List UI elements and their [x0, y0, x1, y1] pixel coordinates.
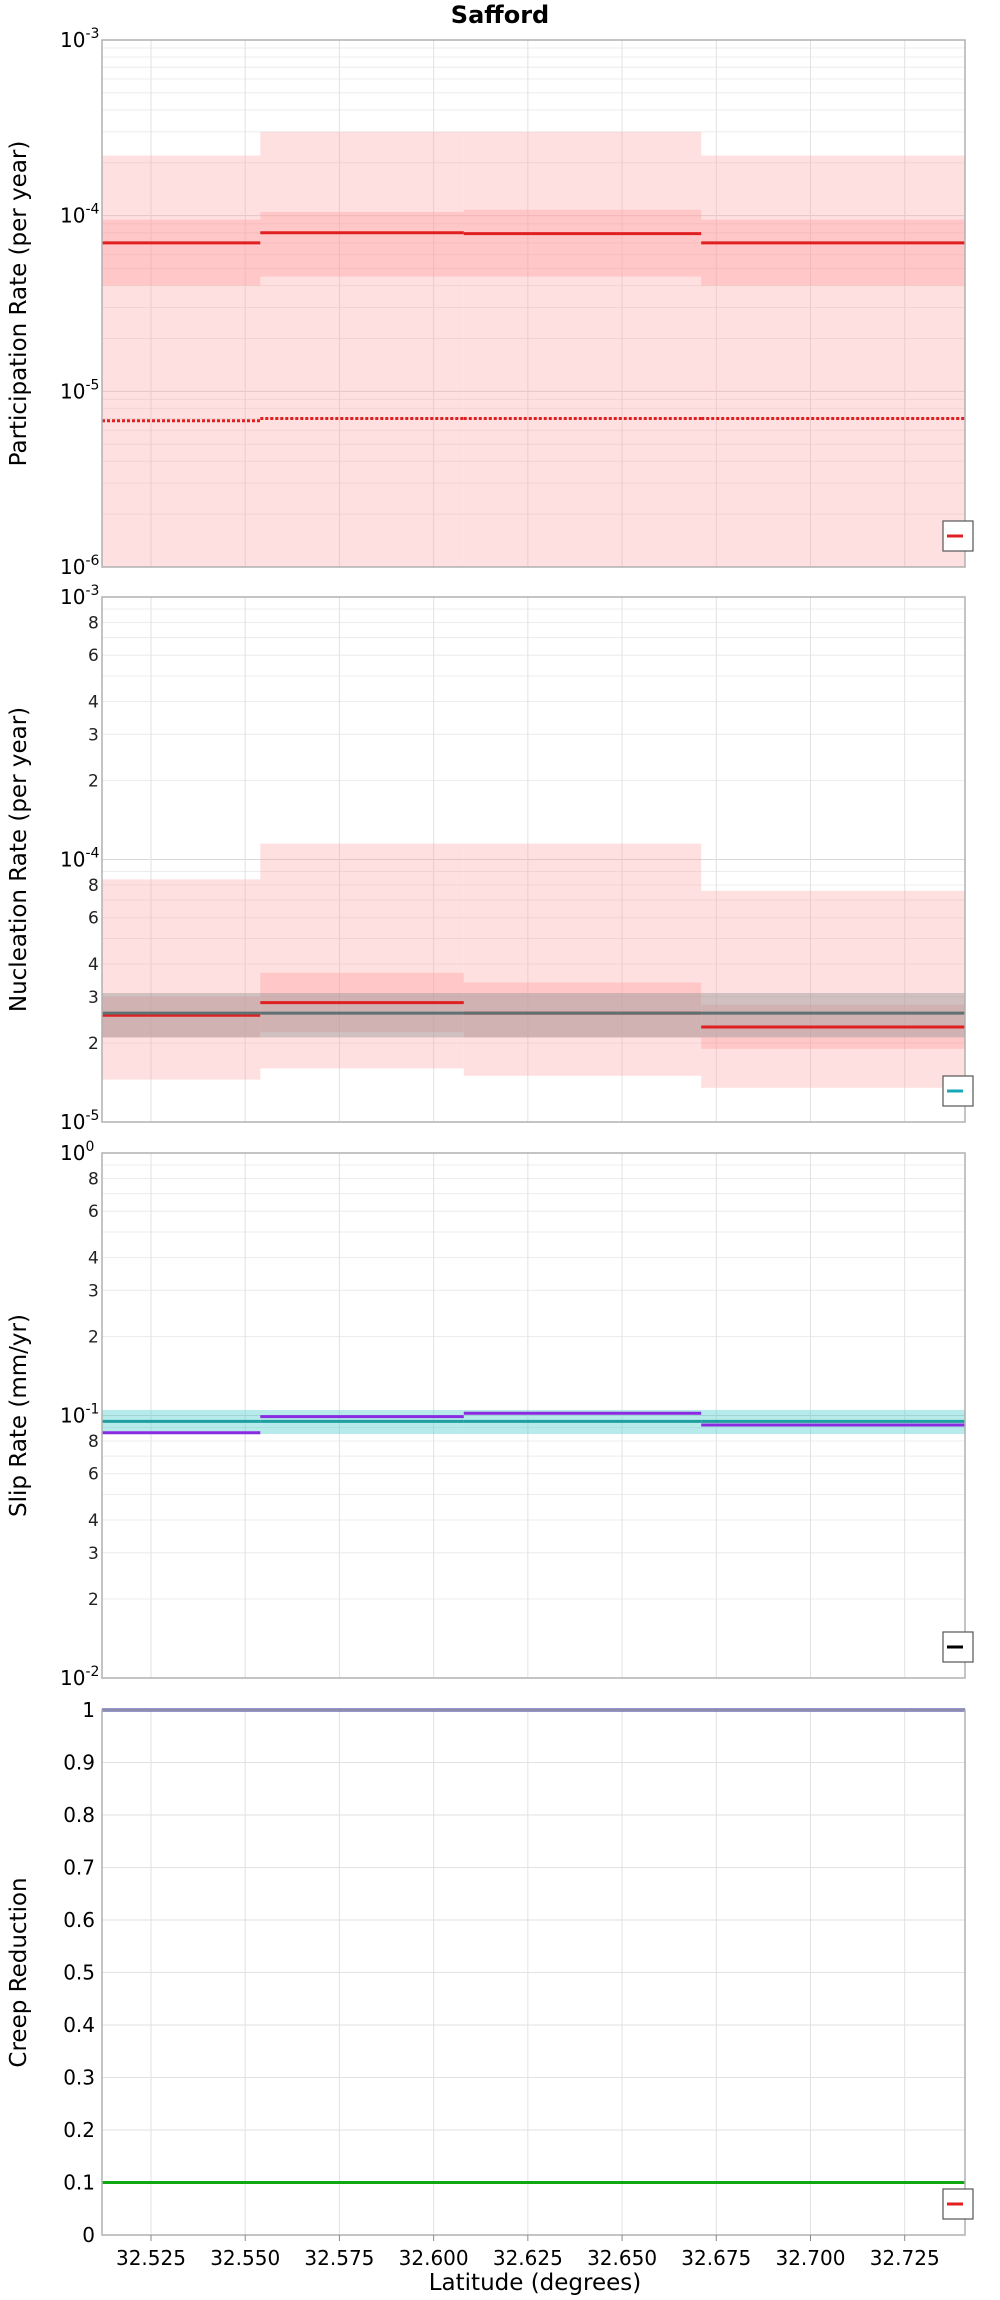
x-tick-label: 32.675 — [681, 2246, 751, 2270]
nucleation-rate-panel: 10-5 10-4 10-3 2 3 4 6 8 2 3 4 6 8 Nucleation Rate (p… — [6, 583, 974, 1134]
y-tick-label: 0.6 — [63, 1908, 95, 1932]
y-tick-label: 0.4 — [63, 2013, 95, 2037]
uncertainty-band-0 — [463, 131, 702, 568]
y-axis-label: Creep Reduction — [6, 1877, 32, 2067]
y-minor-tick-label: 8 — [88, 1432, 99, 1452]
creep-reduction-panel: 0 0.1 0.2 0.3 0.4 0.5 0.6 0.7 0.8 0.9 1 Creep Reduc… — [6, 1698, 974, 2247]
y-minor-tick-label: 6 — [88, 909, 99, 929]
y-tick-label: 100 — [60, 1139, 94, 1165]
y-tick-label: 10-3 — [60, 26, 99, 52]
x-tick-label: 32.725 — [870, 2246, 940, 2270]
y-minor-tick-label: 2 — [88, 1590, 99, 1610]
uncertainty-band-2 — [260, 993, 464, 1038]
y-tick-label: 10-4 — [60, 846, 100, 872]
uncertainty-band-0 — [260, 131, 464, 568]
y-minor-tick-label: 3 — [88, 1281, 99, 1301]
y-minor-tick-label: 2 — [88, 1034, 99, 1054]
y-minor-tick-label: 6 — [88, 1202, 99, 1222]
y-minor-tick-label: 8 — [88, 1169, 99, 1189]
y-tick-label: 0.1 — [63, 2171, 95, 2195]
y-minor-tick-label: 6 — [88, 646, 99, 666]
y-minor-tick-label: 8 — [88, 876, 99, 896]
y-minor-tick-label: 4 — [88, 1511, 99, 1531]
x-tick-label: 32.575 — [304, 2246, 374, 2270]
y-tick-label: 1 — [82, 1698, 95, 1722]
y-axis-label: Nucleation Rate (per year) — [6, 707, 32, 1012]
uncertainty-band-0 — [102, 155, 261, 568]
y-tick-label: 10-5 — [60, 1108, 99, 1134]
x-axis: 32.525 32.550 32.575 32.600 32.625 32.650 32.6… — [116, 2235, 940, 2270]
plot-frame — [101, 39, 966, 568]
y-minor-tick-label: 4 — [88, 692, 99, 712]
uncertainty-band-0 — [701, 890, 965, 1088]
y-tick-label: 0.7 — [63, 1856, 95, 1880]
plot-frame — [101, 1152, 966, 1679]
y-minor-tick-label: 4 — [88, 955, 99, 975]
x-tick-label: 32.600 — [399, 2246, 469, 2270]
x-tick-label: 32.525 — [116, 2246, 186, 2270]
y-tick-label: 10-3 — [60, 583, 99, 609]
y-tick-label: 10-6 — [60, 553, 100, 579]
x-axis-label: Latitude (degrees) — [429, 2270, 642, 2296]
y-minor-tick-label: 6 — [88, 1465, 99, 1485]
x-tick-label: 32.700 — [775, 2246, 845, 2270]
uncertainty-band-0 — [463, 843, 702, 1076]
y-tick-label: 0.2 — [63, 2118, 95, 2142]
y-axis-label: Slip Rate (mm/yr) — [6, 1314, 32, 1517]
uncertainty-band-1 — [260, 211, 464, 277]
x-tick-label: 32.625 — [493, 2246, 563, 2270]
y-minor-tick-label: 3 — [88, 1544, 99, 1564]
uncertainty-band-2 — [463, 993, 702, 1038]
y-minor-tick-label: 2 — [88, 1327, 99, 1347]
uncertainty-band-0 — [701, 155, 965, 568]
y-tick-label: 0.8 — [63, 1803, 95, 1827]
uncertainty-band-0 — [260, 843, 464, 1069]
y-minor-tick-label: 8 — [88, 613, 99, 633]
y-minor-tick-label: 3 — [88, 725, 99, 745]
y-axis-label: Participation Rate (per year) — [6, 141, 32, 467]
x-tick-label: 32.550 — [210, 2246, 280, 2270]
y-tick-label: 0.5 — [63, 1961, 95, 1985]
y-tick-label: 0.3 — [63, 2066, 95, 2090]
y-tick-label: 10-4 — [60, 202, 100, 228]
y-tick-label: 0 — [82, 2223, 95, 2247]
y-tick-label: 0.9 — [63, 1751, 95, 1775]
y-minor-tick-label: 2 — [88, 771, 99, 791]
participation-rate-panel: 10-6 10-5 10-4 10-3 Participation Rate (per … — [6, 26, 974, 579]
x-tick-label: 32.650 — [587, 2246, 657, 2270]
uncertainty-band-0 — [102, 879, 261, 1080]
uncertainty-band-1 — [102, 219, 261, 286]
uncertainty-band-1 — [463, 982, 702, 1038]
uncertainty-band-1 — [102, 996, 261, 1038]
y-minor-tick-label: 4 — [88, 1248, 99, 1268]
plot-frame — [101, 1709, 966, 2236]
uncertainty-band-1 — [463, 209, 702, 277]
plot-frame — [101, 596, 966, 1123]
plot-background — [102, 40, 965, 567]
uncertainty-band-1 — [701, 219, 965, 286]
y-minor-tick-label: 3 — [88, 988, 99, 1008]
chart-title: Safford — [451, 1, 549, 29]
y-tick-label: 10-5 — [60, 377, 99, 403]
y-tick-label: 10-1 — [60, 1402, 99, 1428]
slip-rate-panel: 10-2 10-1 100 2 3 4 6 8 2 3 4 6 8 Slip Rate (mm/yr) — [6, 1139, 974, 1690]
y-tick-label: 10-2 — [60, 1664, 99, 1690]
uncertainty-band-2 — [701, 993, 965, 1038]
